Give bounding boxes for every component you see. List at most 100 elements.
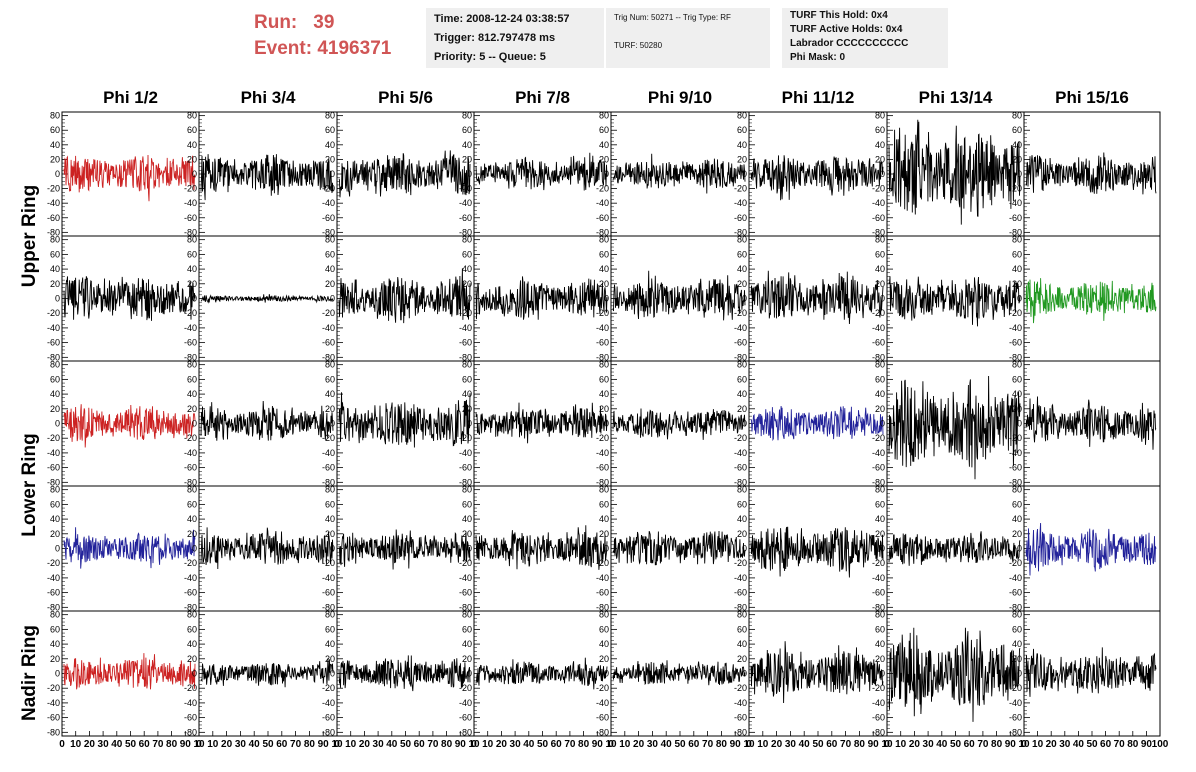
waveform-green xyxy=(1025,278,1157,324)
y-tick-label: -80 xyxy=(734,602,747,612)
waveform-black xyxy=(475,525,608,570)
y-tick-label: 80 xyxy=(875,485,885,495)
x-tick-label: 50 xyxy=(812,739,824,750)
y-tick-label: -60 xyxy=(184,338,197,348)
panel-r1-c7: 80 60 40 20 0 -20 -40 -60 -80 xyxy=(872,111,1025,237)
y-tick-label: 80 xyxy=(50,360,60,370)
y-tick-label: 80 xyxy=(1012,485,1022,495)
x-tick-label: 40 xyxy=(249,739,261,750)
y-tick-label: -40 xyxy=(459,698,472,708)
y-tick-label: 80 xyxy=(1012,235,1022,245)
waveform-black xyxy=(338,529,471,570)
y-tick-label: 0 xyxy=(604,544,609,554)
y-tick-label: 0 xyxy=(192,419,197,429)
panel-r2-c3: 80 60 40 20 0 -20 -40 -60 -80 xyxy=(322,235,475,362)
y-tick-label: 20 xyxy=(462,529,472,539)
y-tick-label: -80 xyxy=(872,727,885,737)
column-label-1: Phi 1/2 xyxy=(103,88,158,107)
panel-r4-c2: 80 60 40 20 0 -20 -40 -60 -80 xyxy=(184,485,338,612)
phi-mask-text: Phi Mask: 0 xyxy=(790,52,846,63)
waveform-black xyxy=(612,530,746,566)
y-tick-label: -20 xyxy=(1009,683,1022,693)
y-tick-label: 20 xyxy=(1012,154,1022,164)
y-tick-label: 60 xyxy=(325,624,335,634)
y-tick-label: -60 xyxy=(459,463,472,473)
panel-r2-c7: 80 60 40 20 0 -20 -40 -60 -80 xyxy=(872,235,1025,362)
y-tick-label: 60 xyxy=(599,374,609,384)
y-tick-label: -80 xyxy=(596,227,609,237)
x-tick-label: 40 xyxy=(111,739,123,750)
y-tick-label: -80 xyxy=(459,727,472,737)
x-tick-label: 90 xyxy=(1005,739,1017,750)
x-tick-label: 80 xyxy=(304,739,316,750)
x-tick-label: 10 xyxy=(757,739,769,750)
y-tick-label: -20 xyxy=(872,184,885,194)
panel-r1-c2: 80 60 40 20 0 -20 -40 -60 -80 xyxy=(184,111,338,237)
column-label-8: Phi 15/16 xyxy=(1055,88,1129,107)
y-tick-label: 60 xyxy=(599,125,609,135)
turf-active-holds-text: TURF Active Holds: 0x4 xyxy=(790,24,903,35)
y-tick-label: -40 xyxy=(596,323,609,333)
x-tick-label: 90 xyxy=(730,739,742,750)
y-tick-label: -20 xyxy=(184,683,197,693)
y-tick-label: 80 xyxy=(325,485,335,495)
x-tick-label: 50 xyxy=(400,739,412,750)
y-tick-label: -20 xyxy=(184,558,197,568)
y-tick-label: 60 xyxy=(875,374,885,384)
x-tick-label: 40 xyxy=(1073,739,1085,750)
time-text: Time: 2008-12-24 03:38:57 xyxy=(434,13,570,25)
waveform-black xyxy=(612,153,746,194)
y-tick-label: 80 xyxy=(187,360,197,370)
y-tick-label: 60 xyxy=(187,125,197,135)
y-tick-label: 20 xyxy=(599,404,609,414)
y-tick-label: -60 xyxy=(322,713,335,723)
x-tick-label: 20 xyxy=(84,739,96,750)
waveform-black xyxy=(338,268,471,324)
x-tick-label: 70 xyxy=(1114,739,1126,750)
x-tick-label: 70 xyxy=(564,739,576,750)
waveform-black xyxy=(888,627,1021,722)
y-tick-label: 20 xyxy=(875,279,885,289)
y-tick-label: 0 xyxy=(742,419,747,429)
y-tick-label: 80 xyxy=(737,111,747,121)
y-tick-label: -40 xyxy=(322,198,335,208)
y-tick-label: 20 xyxy=(325,529,335,539)
y-tick-label: 80 xyxy=(875,235,885,245)
y-tick-label: -80 xyxy=(1009,227,1022,237)
y-tick-label: -40 xyxy=(322,573,335,583)
y-tick-label: 0 xyxy=(192,294,197,304)
y-tick-label: -20 xyxy=(1009,308,1022,318)
y-tick-label: -40 xyxy=(184,573,197,583)
y-tick-label: -60 xyxy=(734,463,747,473)
x-tick-label: 70 xyxy=(152,739,164,750)
y-tick-label: 0 xyxy=(742,169,747,179)
y-tick-label: -80 xyxy=(184,477,197,487)
y-tick-label: -80 xyxy=(322,477,335,487)
x-tick-label: 10 xyxy=(619,739,631,750)
y-tick-label: 20 xyxy=(737,154,747,164)
x-tick-label: 10 xyxy=(605,739,617,750)
y-tick-label: 80 xyxy=(50,610,60,620)
y-tick-label: 20 xyxy=(737,279,747,289)
y-tick-label: -60 xyxy=(1009,213,1022,223)
y-tick-label: 20 xyxy=(50,279,60,289)
y-tick-label: -20 xyxy=(872,433,885,443)
y-tick-label: -60 xyxy=(322,213,335,223)
y-tick-label: 80 xyxy=(50,485,60,495)
y-tick-label: -60 xyxy=(872,213,885,223)
y-tick-label: -60 xyxy=(47,713,60,723)
y-tick-label: 40 xyxy=(599,639,609,649)
y-tick-label: -80 xyxy=(1009,727,1022,737)
y-tick-label: 60 xyxy=(462,499,472,509)
y-tick-label: 80 xyxy=(875,360,885,370)
panel-r3-c5: 80 60 40 20 0 -20 -40 -60 -80 xyxy=(596,360,750,487)
x-tick-label: 10 xyxy=(895,739,907,750)
run-event-header: Run: 39 Event: 4196371 xyxy=(254,10,391,62)
y-tick-label: 20 xyxy=(325,404,335,414)
x-tick-label: 80 xyxy=(854,739,866,750)
waveform-black xyxy=(750,270,884,325)
x-tick-label: 60 xyxy=(414,739,426,750)
y-tick-label: 20 xyxy=(50,154,60,164)
